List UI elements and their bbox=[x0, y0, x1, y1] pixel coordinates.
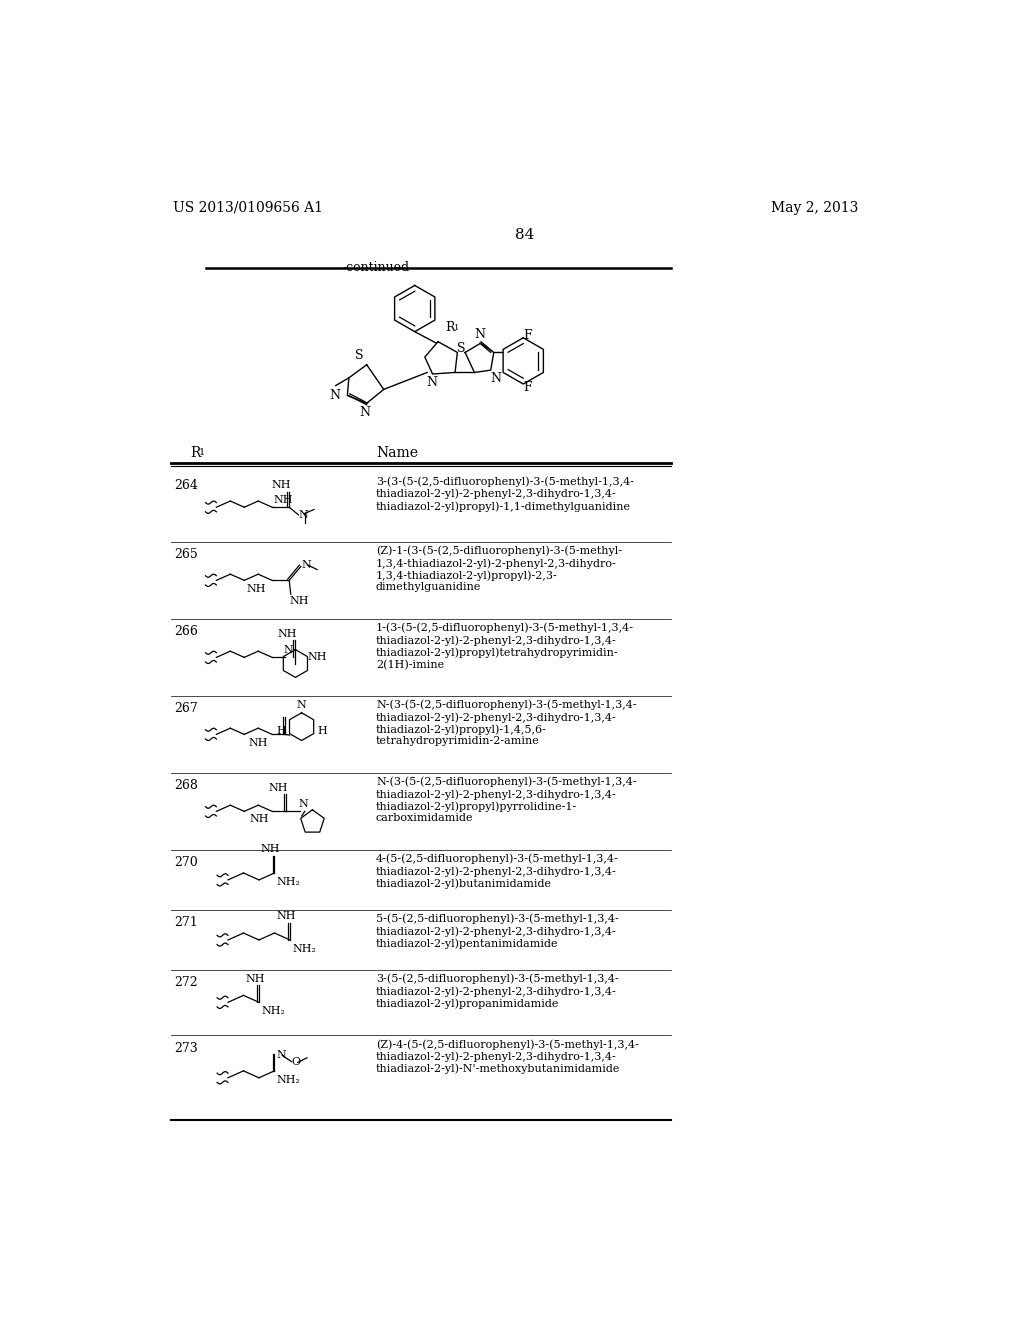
Text: US 2013/0109656 A1: US 2013/0109656 A1 bbox=[173, 201, 323, 215]
Text: 267: 267 bbox=[174, 702, 199, 715]
Text: S: S bbox=[355, 348, 364, 362]
Text: 264: 264 bbox=[174, 479, 199, 492]
Text: N: N bbox=[283, 645, 293, 655]
Text: NH: NH bbox=[276, 912, 296, 921]
Text: NH₂: NH₂ bbox=[261, 1006, 285, 1016]
Text: N: N bbox=[297, 701, 306, 710]
Text: N: N bbox=[302, 560, 311, 570]
Text: NH: NH bbox=[273, 495, 293, 506]
Text: N: N bbox=[426, 376, 437, 388]
Text: N-(3-(5-(2,5-difluorophenyl)-3-(5-methyl-1,3,4-
thiadiazol-2-yl)-2-phenyl-2,3-di: N-(3-(5-(2,5-difluorophenyl)-3-(5-methyl… bbox=[376, 776, 637, 824]
Text: NH: NH bbox=[308, 652, 328, 661]
Text: 270: 270 bbox=[174, 857, 199, 869]
Text: R: R bbox=[190, 446, 201, 461]
Text: NH: NH bbox=[268, 783, 288, 793]
Text: NH: NH bbox=[271, 480, 291, 490]
Text: H: H bbox=[276, 726, 286, 735]
Text: NH₂: NH₂ bbox=[276, 876, 301, 887]
Text: (Z)-4-(5-(2,5-difluorophenyl)-3-(5-methyl-1,3,4-
thiadiazol-2-yl)-2-phenyl-2,3-d: (Z)-4-(5-(2,5-difluorophenyl)-3-(5-methy… bbox=[376, 1039, 639, 1074]
Text: 4-(5-(2,5-difluorophenyl)-3-(5-methyl-1,3,4-
thiadiazol-2-yl)-2-phenyl-2,3-dihyd: 4-(5-(2,5-difluorophenyl)-3-(5-methyl-1,… bbox=[376, 854, 618, 888]
Text: May 2, 2013: May 2, 2013 bbox=[771, 201, 859, 215]
Text: N: N bbox=[474, 327, 485, 341]
Text: 1-(3-(5-(2,5-difluorophenyl)-3-(5-methyl-1,3,4-
thiadiazol-2-yl)-2-phenyl-2,3-di: 1-(3-(5-(2,5-difluorophenyl)-3-(5-methyl… bbox=[376, 623, 634, 669]
Text: N-(3-(5-(2,5-difluorophenyl)-3-(5-methyl-1,3,4-
thiadiazol-2-yl)-2-phenyl-2,3-di: N-(3-(5-(2,5-difluorophenyl)-3-(5-methyl… bbox=[376, 700, 637, 746]
Text: 1: 1 bbox=[199, 449, 205, 457]
Text: 3-(3-(5-(2,5-difluorophenyl)-3-(5-methyl-1,3,4-
thiadiazol-2-yl)-2-phenyl-2,3-di: 3-(3-(5-(2,5-difluorophenyl)-3-(5-methyl… bbox=[376, 477, 634, 512]
Text: 265: 265 bbox=[174, 548, 199, 561]
Text: R: R bbox=[445, 321, 456, 334]
Text: 273: 273 bbox=[174, 1041, 199, 1055]
Text: NH: NH bbox=[261, 845, 281, 854]
Text: O: O bbox=[292, 1057, 301, 1068]
Text: F: F bbox=[523, 381, 531, 395]
Text: NH: NH bbox=[246, 974, 265, 983]
Text: H: H bbox=[317, 726, 327, 735]
Text: N: N bbox=[276, 1051, 287, 1060]
Text: 266: 266 bbox=[174, 626, 199, 638]
Text: F: F bbox=[523, 329, 531, 342]
Text: 268: 268 bbox=[174, 779, 199, 792]
Text: NH: NH bbox=[250, 814, 269, 825]
Text: Name: Name bbox=[376, 446, 418, 461]
Text: N: N bbox=[299, 510, 308, 520]
Text: NH₂: NH₂ bbox=[292, 944, 316, 954]
Text: S: S bbox=[457, 342, 465, 355]
Text: NH: NH bbox=[247, 585, 266, 594]
Text: 5-(5-(2,5-difluorophenyl)-3-(5-methyl-1,3,4-
thiadiazol-2-yl)-2-phenyl-2,3-dihyd: 5-(5-(2,5-difluorophenyl)-3-(5-methyl-1,… bbox=[376, 913, 618, 949]
Text: 84: 84 bbox=[515, 227, 535, 242]
Text: 272: 272 bbox=[174, 977, 198, 989]
Text: (Z)-1-(3-(5-(2,5-difluorophenyl)-3-(5-methyl-
1,3,4-thiadiazol-2-yl)-2-phenyl-2,: (Z)-1-(3-(5-(2,5-difluorophenyl)-3-(5-me… bbox=[376, 545, 622, 593]
Text: 271: 271 bbox=[174, 916, 199, 929]
Text: 3-(5-(2,5-difluorophenyl)-3-(5-methyl-1,3,4-
thiadiazol-2-yl)-2-phenyl-2,3-dihyd: 3-(5-(2,5-difluorophenyl)-3-(5-methyl-1,… bbox=[376, 974, 618, 1008]
Text: N: N bbox=[330, 389, 340, 403]
Text: NH: NH bbox=[289, 595, 308, 606]
Text: N: N bbox=[490, 372, 502, 385]
Text: NH₂: NH₂ bbox=[276, 1074, 301, 1085]
Text: N: N bbox=[359, 407, 371, 420]
Text: -continued: -continued bbox=[342, 261, 410, 273]
Text: 1: 1 bbox=[454, 325, 459, 333]
Text: NH: NH bbox=[248, 738, 267, 748]
Text: NH: NH bbox=[278, 628, 297, 639]
Text: N: N bbox=[299, 799, 308, 809]
